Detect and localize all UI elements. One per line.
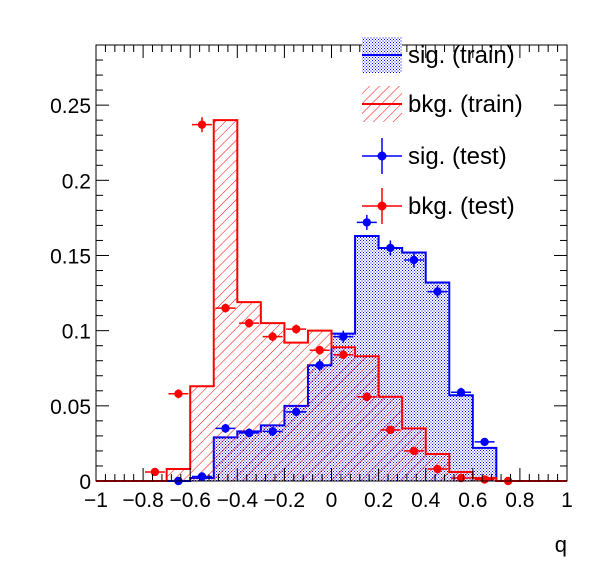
sig-test-point [339, 332, 348, 341]
legend-bkg-train: bkg. (train) [362, 86, 523, 122]
sig-test-point [362, 218, 372, 227]
bkg-test-point [386, 425, 395, 435]
sig-test-point [409, 255, 419, 265]
bkg-test-points [144, 117, 519, 486]
x-tick-label: −0.4 [217, 489, 259, 512]
sig-test-point [244, 428, 254, 438]
bkg-test-point [315, 346, 324, 355]
bkg-test-point [150, 467, 160, 477]
plot-area [96, 117, 567, 486]
sig-test-point [480, 437, 489, 447]
bkg-test-point [291, 324, 301, 334]
legend-label: bkg. (test) [408, 193, 515, 220]
bkg-test-point [197, 120, 207, 129]
legend-sig-train: sig. (train) [362, 37, 515, 73]
bkg-test-point [409, 446, 419, 456]
sig-test-point [291, 407, 301, 417]
sig-test-point [315, 361, 324, 370]
y-tick-label: 0.05 [50, 396, 91, 419]
x-tick-label: 1 [561, 489, 573, 512]
x-tick-label: −0.8 [122, 489, 163, 512]
sig-test-point [268, 427, 277, 436]
x-tick-label: 0.2 [364, 489, 393, 512]
sig-test-point [197, 472, 207, 481]
legend-label: sig. (train) [408, 42, 515, 69]
legend-label: bkg. (train) [408, 91, 523, 118]
legend-label: sig. (test) [408, 143, 507, 170]
bkg-test-point [244, 318, 254, 328]
legend-sig-test: sig. (test) [362, 138, 507, 174]
x-tick-label: 0.6 [458, 489, 487, 512]
legend-swatch-marker [377, 151, 387, 161]
x-tick-label: −0.2 [264, 489, 305, 512]
bkg-test-point [362, 392, 372, 402]
legend-bkg-test: bkg. (test) [362, 188, 515, 224]
y-tick-label: 0.25 [50, 95, 91, 118]
y-tick-label: 0.1 [62, 321, 91, 344]
x-tick-label: −0.6 [169, 489, 210, 512]
bkg-test-point [339, 350, 348, 359]
sig-test-point [433, 287, 442, 296]
sig-test-point [456, 388, 466, 397]
x-tick-label: 0.8 [505, 489, 534, 512]
y-tick-label: 0.15 [50, 245, 91, 268]
y-tick-label: 0.2 [62, 170, 91, 193]
x-tick-label: −1 [84, 489, 108, 512]
bkg-test-point [221, 303, 230, 313]
legend: sig. (train) bkg. (train) sig. (test) bkg. … [362, 37, 523, 224]
bkg-test-point [433, 464, 442, 474]
bkg-test-point [268, 332, 277, 341]
legend-swatch-marker [377, 201, 387, 211]
sig-test-point [386, 243, 395, 253]
x-axis-label: q [555, 532, 567, 557]
y-tick-label: 0 [79, 471, 91, 494]
x-tick-label: 0.4 [411, 489, 441, 512]
bkg-test-point [480, 475, 489, 484]
bkg-test-point [174, 389, 183, 398]
x-tick-label: 0 [326, 489, 338, 512]
sig-test-point [221, 424, 230, 433]
